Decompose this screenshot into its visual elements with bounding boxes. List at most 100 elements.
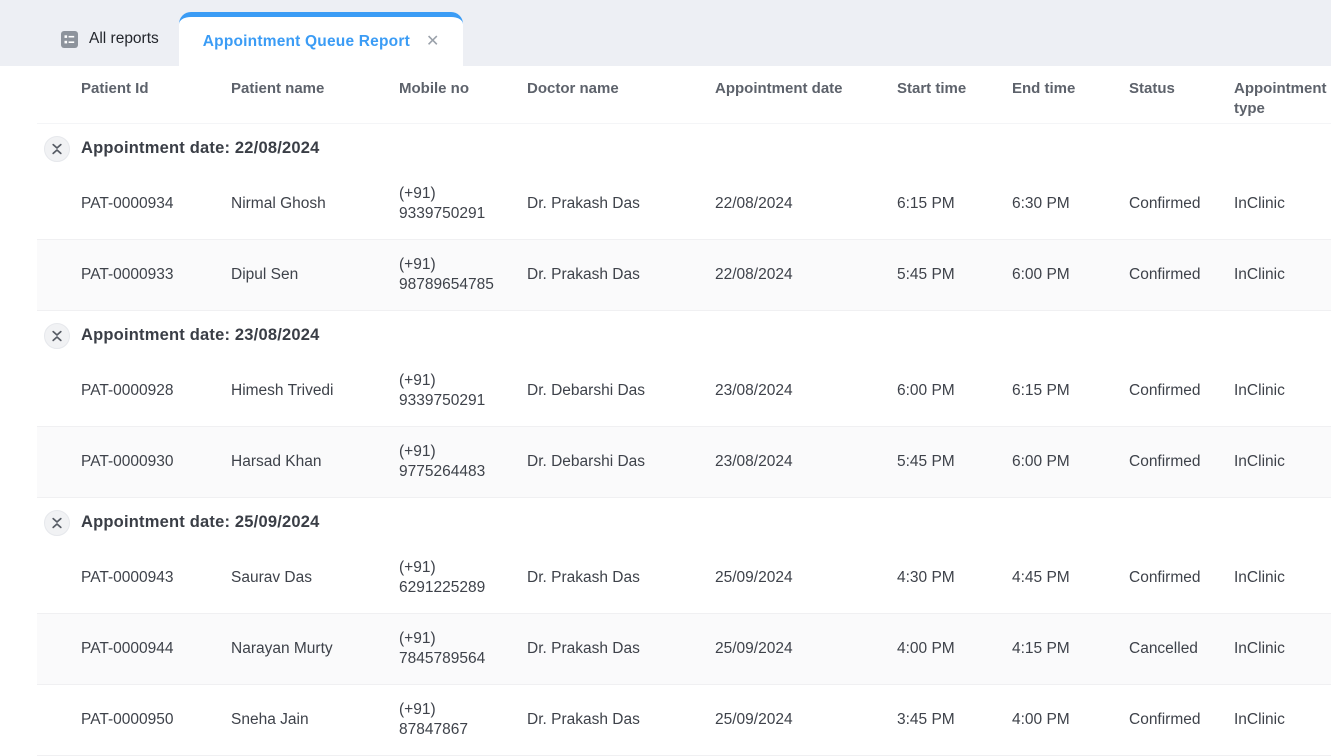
column-header-end-time: End time [1012,80,1076,97]
cell-mobile-no: (+91) 98789654785 [399,255,527,295]
cell-start-time: 5:45 PM [897,265,955,283]
collapse-vertical-icon [52,330,62,341]
cell-mobile-no: (+91) 6291225289 [399,558,527,598]
cell-start-time: 4:30 PM [897,568,955,586]
cell-start-time: 6:00 PM [897,381,955,399]
column-header-doctor-name: Doctor name [527,80,619,97]
cell-appointment-date: 23/08/2024 [715,381,793,399]
mobile-number: 87847867 [399,721,468,738]
mobile-number: 9775264483 [399,463,486,480]
collapse-vertical-icon [52,143,62,154]
cell-appointment-date: 22/08/2024 [715,194,793,212]
cell-start-time: 3:45 PM [897,710,955,728]
cell-patient-name: Saurav Das [231,568,312,586]
table-row[interactable]: PAT-0000933 Dipul Sen (+91) 98789654785 D… [37,240,1331,311]
mobile-number: 6291225289 [399,579,486,596]
mobile-prefix: (+91) [399,371,436,389]
cell-appointment-type: InClinic [1234,265,1285,283]
cell-doctor-name: Dr. Prakash Das [527,568,640,586]
mobile-prefix: (+91) [399,700,436,718]
cell-status: Confirmed [1129,381,1201,399]
cell-appointment-date: 23/08/2024 [715,452,793,470]
active-tab-label: Appointment Queue Report [202,32,410,50]
cell-patient-name: Narayan Murty [231,639,333,657]
cell-status: Confirmed [1129,710,1201,728]
cell-appointment-type: InClinic [1234,710,1285,728]
cell-appointment-date: 25/09/2024 [715,639,793,657]
cell-status: Confirmed [1129,452,1201,470]
column-header-start-time: Start time [897,80,967,97]
cell-patient-name: Dipul Sen [231,265,299,283]
table-row[interactable]: PAT-0000943 Saurav Das (+91) 6291225289 D… [37,543,1331,614]
mobile-number: 98789654785 [399,276,494,293]
tab-all-reports[interactable]: All reports [0,0,179,66]
table-header-row: Patient Id Patient name Mobile no Doctor… [37,66,1331,124]
cell-patient-name: Sneha Jain [231,710,309,728]
cell-mobile-no: (+91) 87847867 [399,700,527,740]
cell-end-time: 4:15 PM [1012,639,1070,657]
mobile-prefix: (+91) [399,442,436,460]
cell-doctor-name: Dr. Prakash Das [527,265,640,283]
cell-appointment-type: InClinic [1234,194,1285,212]
cell-appointment-type: InClinic [1234,568,1285,586]
tab-all-reports-label: All reports [89,30,159,47]
group-header-label: Appointment date: 23/08/2024 [81,326,320,344]
reports-list-icon [61,30,78,48]
table-row[interactable]: PAT-0000928 Himesh Trivedi (+91) 93397502… [37,356,1331,427]
cell-patient-name: Harsad Khan [231,452,322,470]
table-row[interactable]: PAT-0000944 Narayan Murty (+91) 784578956… [37,614,1331,685]
table-row[interactable]: PAT-0000950 Sneha Jain (+91) 87847867 Dr.… [37,685,1331,756]
mobile-number: 9339750291 [399,205,486,222]
column-header-appointment-type: Appointment type [1234,80,1327,118]
table-row[interactable]: PAT-0000930 Harsad Khan (+91) 9775264483 … [37,427,1331,498]
cell-doctor-name: Dr. Prakash Das [527,194,640,212]
collapse-group-button[interactable] [44,509,70,536]
collapse-vertical-icon [52,517,62,528]
close-icon[interactable]: ✕ [425,32,440,50]
cell-patient-name: Nirmal Ghosh [231,194,326,212]
cell-end-time: 6:15 PM [1012,381,1070,399]
cell-mobile-no: (+91) 9775264483 [399,442,527,482]
table-row[interactable]: PAT-0000934 Nirmal Ghosh (+91) 9339750291… [37,169,1331,240]
mobile-prefix: (+91) [399,255,436,273]
cell-doctor-name: Dr. Debarshi Das [527,452,646,470]
cell-status: Confirmed [1129,194,1201,212]
collapse-group-button[interactable] [44,135,70,162]
cell-status: Cancelled [1129,639,1198,657]
cell-start-time: 6:15 PM [897,194,955,212]
mobile-prefix: (+91) [399,558,436,576]
cell-end-time: 6:00 PM [1012,265,1070,283]
column-header-patient-id: Patient Id [81,80,149,97]
mobile-number: 7845789564 [399,650,486,667]
collapse-group-button[interactable] [44,322,70,349]
cell-appointment-date: 22/08/2024 [715,265,793,283]
column-header-appointment-date: Appointment date [715,80,843,97]
cell-appointment-date: 25/09/2024 [715,568,793,586]
cell-patient-id: PAT-0000934 [81,194,174,212]
cell-appointment-type: InClinic [1234,639,1285,657]
column-header-patient-name: Patient name [231,80,325,97]
tab-appointment-queue-report[interactable]: Appointment Queue Report ✕ [178,12,464,66]
cell-end-time: 6:30 PM [1012,194,1070,212]
cell-appointment-date: 25/09/2024 [715,710,793,728]
mobile-prefix: (+91) [399,629,436,647]
mobile-number: 9339750291 [399,392,486,409]
group-header-label: Appointment date: 22/08/2024 [81,139,320,157]
group-header: Appointment date: 22/08/2024 [37,124,1331,169]
cell-patient-id: PAT-0000933 [81,265,174,283]
cell-start-time: 4:00 PM [897,639,955,657]
cell-mobile-no: (+91) 9339750291 [399,184,527,224]
mobile-prefix: (+91) [399,184,436,202]
cell-doctor-name: Dr. Prakash Das [527,639,640,657]
cell-appointment-type: InClinic [1234,381,1285,399]
cell-patient-id: PAT-0000943 [81,568,174,586]
cell-patient-name: Himesh Trivedi [231,381,334,399]
column-header-status: Status [1129,80,1175,97]
cell-status: Confirmed [1129,568,1201,586]
cell-end-time: 4:45 PM [1012,568,1070,586]
cell-mobile-no: (+91) 9339750291 [399,371,527,411]
column-header-mobile-no: Mobile no [399,80,469,97]
cell-mobile-no: (+91) 7845789564 [399,629,527,669]
cell-patient-id: PAT-0000928 [81,381,174,399]
group-header: Appointment date: 23/08/2024 [37,311,1331,356]
